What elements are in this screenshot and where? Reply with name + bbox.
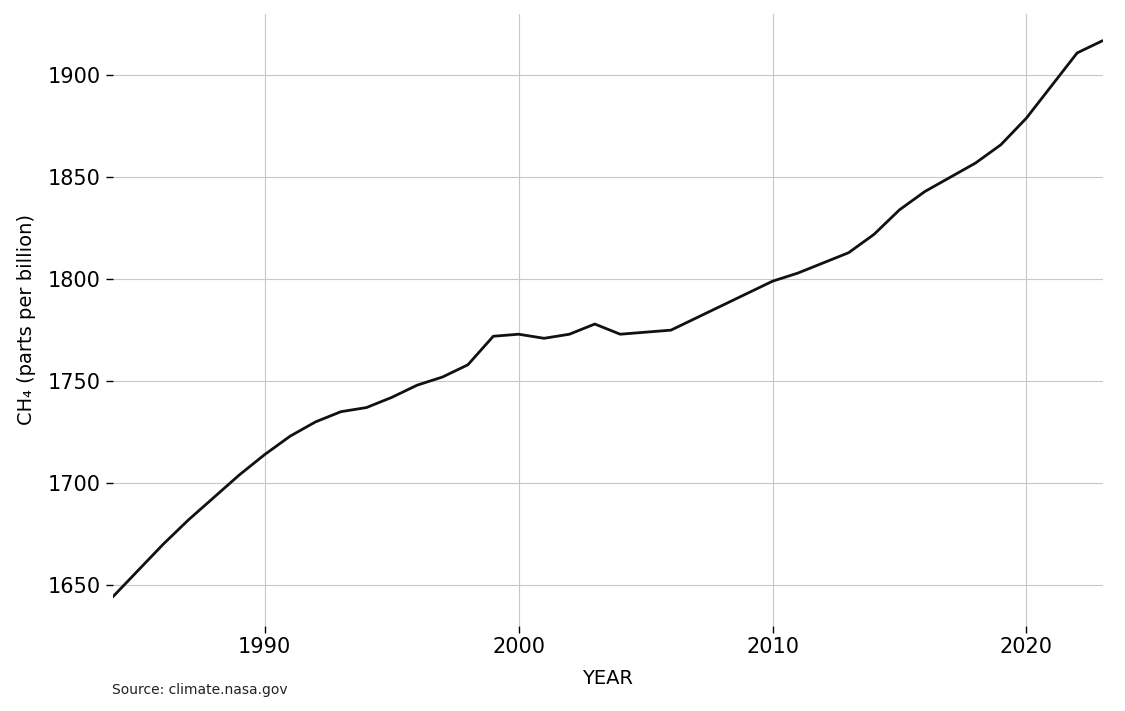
Text: Source: climate.nasa.gov: Source: climate.nasa.gov [112,683,288,697]
X-axis label: YEAR: YEAR [582,668,633,688]
Y-axis label: CH₄ (parts per billion): CH₄ (parts per billion) [18,215,36,425]
